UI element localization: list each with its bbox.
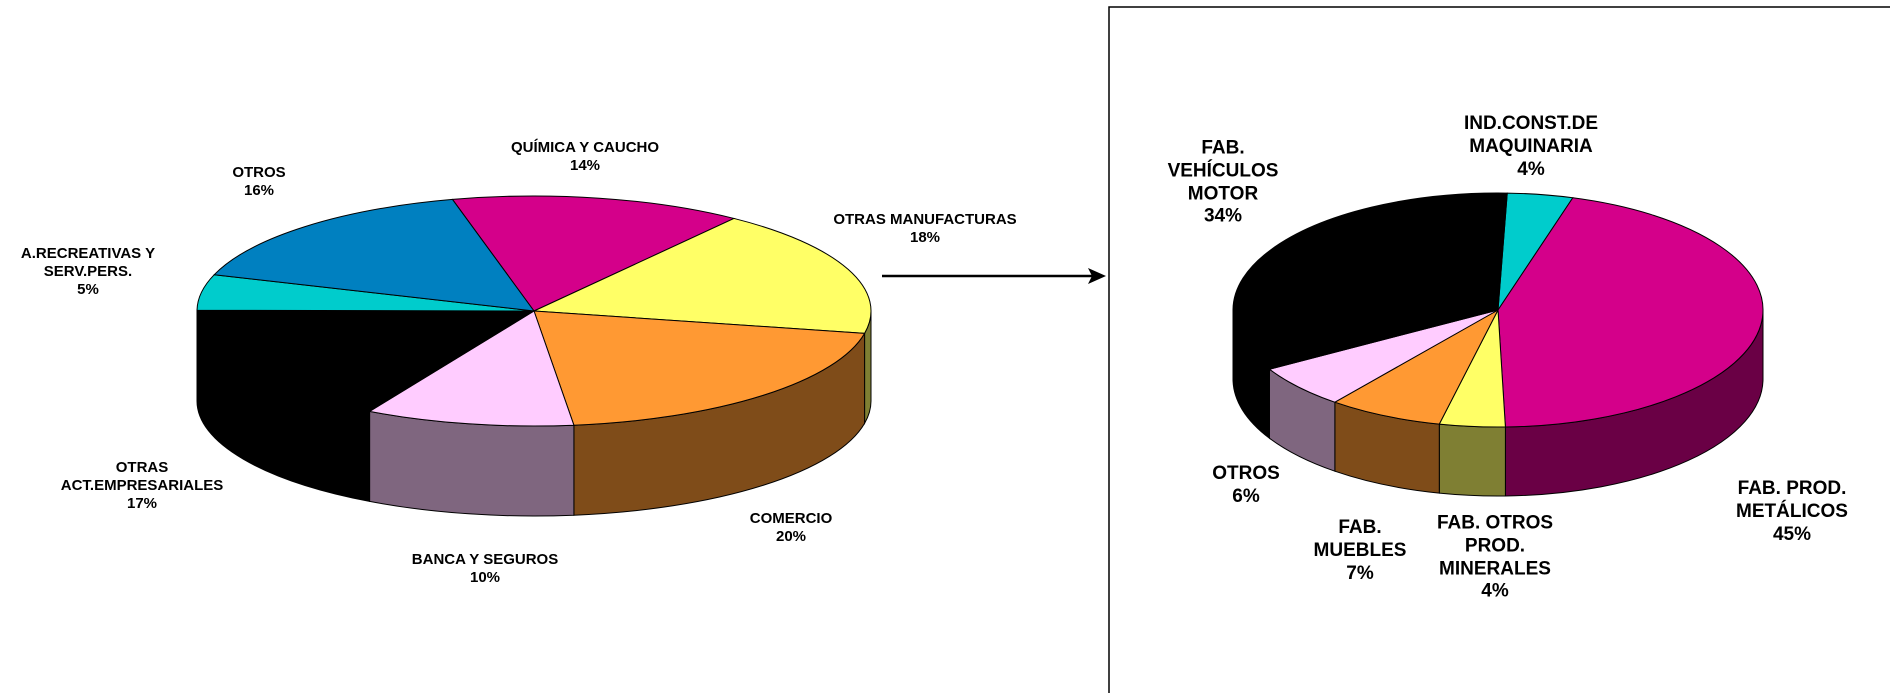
slice-label: OTRAS MANUFACTURAS 18% — [833, 211, 1016, 247]
slice-label: OTRAS ACT.EMPRESARIALES 17% — [61, 459, 224, 513]
slice-label: A.RECREATIVAS Y SERV.PERS. 5% — [21, 245, 155, 299]
frame — [1108, 6, 1890, 693]
value-label: 5% — [77, 281, 99, 298]
value-label: 16% — [243, 182, 275, 199]
slice — [533, 310, 866, 426]
slice — [196, 309, 536, 412]
category-label: IND.CONST.DE MAQUINARIA — [1463, 112, 1599, 157]
category-label: OTRAS MANUFACTURAS — [833, 211, 1017, 228]
value-label: 14% — [569, 157, 601, 174]
slice-label: OTROS 6% — [1212, 463, 1280, 509]
slice-label: OTROS 16% — [232, 164, 285, 200]
category-label: OTROS — [232, 164, 286, 181]
category-label: FAB. OTROS PROD. MINERALES — [1436, 512, 1554, 579]
slice-label: BANCA Y SEGUROS 10% — [412, 551, 558, 587]
slice — [368, 310, 575, 427]
value-label: 20% — [775, 528, 807, 545]
slice-side — [1438, 423, 1506, 497]
category-label: OTROS — [1212, 463, 1280, 485]
slice — [451, 195, 736, 312]
value-label: 4% — [1517, 158, 1545, 180]
slice-label: IND.CONST.DE MAQUINARIA 4% — [1464, 113, 1598, 181]
slice-label: COMERCIO 20% — [750, 510, 833, 546]
slice — [1333, 308, 1500, 425]
category-label: COMERCIO — [749, 510, 833, 527]
slice — [533, 217, 872, 334]
slice-label: QUÍMICA Y CAUCHO 14% — [511, 139, 659, 175]
category-label: QUÍMICA Y CAUCHO — [510, 139, 660, 156]
value-label: 34% — [1203, 205, 1243, 227]
value-label: 4% — [1481, 580, 1509, 602]
value-label: 45% — [1772, 523, 1812, 545]
value-label: 10% — [469, 569, 501, 586]
value-label: 6% — [1232, 486, 1260, 507]
slice-label: FAB. PROD. METÁLICOS 45% — [1736, 478, 1848, 546]
category-label: BANCA Y SEGUROS — [411, 551, 559, 568]
slice — [1497, 197, 1764, 428]
category-label: FAB. MUEBLES — [1313, 516, 1407, 561]
slice-side — [369, 410, 575, 517]
category-label: FAB. VEHÍCULOS MOTOR — [1167, 137, 1279, 204]
value-label: 18% — [909, 229, 941, 246]
value-label: 17% — [126, 495, 158, 512]
slice-label: FAB. OTROS PROD. MINERALES 4% — [1437, 512, 1553, 603]
slice-label: FAB. VEHÍCULOS MOTOR 34% — [1168, 137, 1279, 228]
category-label: FAB. PROD. METÁLICOS — [1736, 477, 1848, 522]
slice-label: FAB. MUEBLES 7% — [1314, 517, 1407, 585]
category-label: A.RECREATIVAS Y SERV.PERS. — [20, 245, 156, 280]
category-label: OTRAS ACT.EMPRESARIALES — [60, 459, 224, 494]
slice — [1232, 192, 1508, 370]
slice — [213, 198, 536, 312]
arrow-head — [1088, 268, 1106, 284]
value-label: 7% — [1346, 562, 1374, 584]
